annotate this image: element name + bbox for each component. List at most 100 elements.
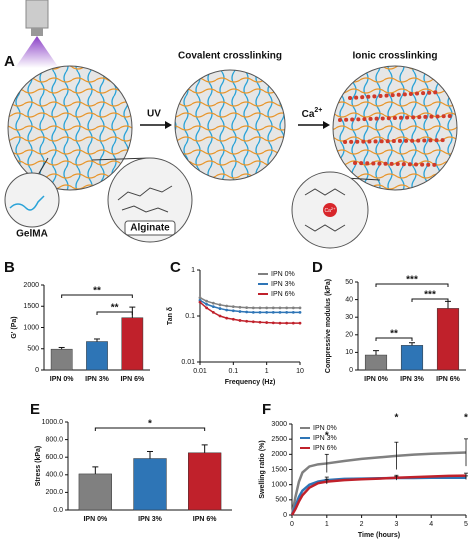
significance: * [394,413,398,424]
significance: * [464,413,468,424]
marker [245,306,249,310]
x-tick-label: 3 [394,521,398,528]
marker [251,320,255,324]
network-circle [332,65,458,191]
significance-bracket [411,298,449,302]
title: Covalent crosslinking [178,51,282,62]
uv-beam [15,36,59,68]
marker [285,306,289,310]
legend-label: IPN 0% [271,271,295,278]
significance-bracket [96,311,133,315]
significance: * [325,431,329,442]
marker [251,310,255,314]
marker [258,306,262,310]
marker [258,310,262,314]
y-tick-label: 3000 [271,421,287,428]
series-line [290,451,467,516]
marker [225,316,229,320]
bar [188,452,222,511]
ion: Ca [325,208,332,214]
y-tick-label: 1500 [271,466,287,473]
arrow-head [165,121,172,129]
marker [291,310,295,314]
bar [436,308,460,371]
x-tick-label: IPN 6% [436,376,461,383]
legend-label: IPN 0% [313,425,337,432]
y-tick-label: 1000.0 [42,419,64,426]
y-tick-label: 1500 [23,303,39,310]
marker [225,304,229,308]
ion-charge: 2+ [314,107,322,114]
gelma-zoom [4,172,60,228]
x-axis-title: Time (hours) [358,532,400,539]
gelma-label: GelMA [16,229,48,240]
legend-label: IPN 3% [271,281,295,288]
y-tick-label: 2000 [271,451,287,458]
marker [198,296,202,300]
x-tick-label: 5 [464,521,468,528]
bar [364,354,388,371]
y-tick-label: 20 [345,332,353,339]
x-tick-label: IPN 6% [193,516,218,523]
marker [238,310,242,313]
x-tick-label: 1 [325,521,329,528]
x-tick-label: 0.1 [228,368,238,375]
marker [285,310,289,314]
x-tick-label: IPN 3% [138,516,163,523]
marker [245,310,249,314]
connector [37,157,49,176]
marker [278,321,282,325]
bar [50,348,73,371]
significance: ** [111,303,119,314]
gelma-chain [9,195,45,211]
y-axis-title: G' (Pa) [11,316,18,338]
arrow-head [323,121,330,129]
marker [218,314,222,318]
y-tick-label: 600.0 [45,454,63,461]
y-tick-label: 1000 [23,324,39,331]
marker [278,310,282,314]
series-line [290,474,467,516]
y-tick-label: 200.0 [45,489,63,496]
bar [121,317,144,371]
x-tick-label: IPN 0% [50,376,75,383]
y-tick-label: 1 [191,267,195,274]
marker [271,321,275,325]
y-tick-label: 50 [345,279,353,286]
significance-bracket [375,283,449,287]
y-tick-label: 800.0 [45,436,63,443]
marker [211,305,215,309]
marker [258,320,262,324]
microscope [25,0,49,29]
calcium-ion [323,203,337,217]
y-tick-label: 0.01 [181,359,195,366]
ion-charge: 2+ [331,206,336,211]
connector [91,157,151,161]
ion-label: Ca2+ [302,107,323,120]
x-tick-label: 0 [290,521,294,528]
y-axis-title: Stress (kPa) [35,446,42,486]
y-tick-label: 30 [345,314,353,321]
panel-label: A [4,53,15,70]
marker [291,306,295,310]
marker [271,306,275,310]
series-line [199,301,300,324]
significance: ** [390,329,398,340]
x-axis-title: Frequency (Hz) [225,379,276,386]
x-tick-label: 4 [429,521,433,528]
title: Ionic crosslinking [352,51,437,62]
marker [198,300,202,304]
network-circle [174,69,286,181]
panel-label: D [312,259,323,276]
ionic-chains [338,90,452,167]
y-tick-label: 0.1 [185,313,195,320]
marker [205,306,209,310]
marker [298,321,302,325]
panel-label: E [30,401,40,418]
marker [271,310,275,314]
marker [265,310,269,314]
marker [238,305,242,309]
x-tick-label: IPN 6% [120,376,145,383]
marker [231,309,235,313]
